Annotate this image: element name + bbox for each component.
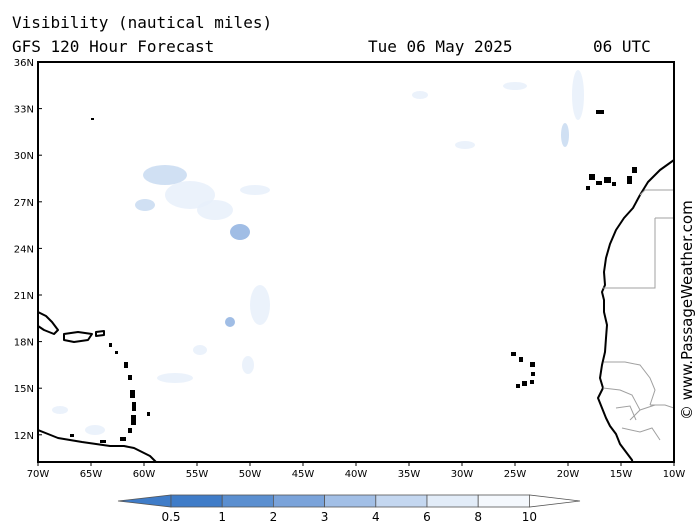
fog-patch — [85, 425, 105, 435]
legend-label: 2 — [270, 510, 278, 524]
lon-tick-label: 60W — [133, 469, 156, 480]
legend-arrow-high — [529, 494, 581, 508]
legend-swatch — [426, 494, 479, 508]
legend-swatch — [272, 494, 325, 508]
fog-patch — [157, 373, 193, 383]
africa-coast — [597, 159, 674, 462]
lon-tick-label: 15W — [610, 469, 633, 480]
country-borders — [602, 189, 674, 441]
lon-tick-label: 65W — [80, 469, 103, 480]
lon-tick-label: 55W — [186, 469, 209, 480]
legend-label: 10 — [522, 510, 537, 524]
lat-tick-label: 24N — [14, 244, 34, 255]
legend-label: 1 — [218, 510, 226, 524]
lon-tick-label: 10W — [663, 469, 686, 480]
fog-patch — [240, 185, 270, 195]
legend-label: 3 — [321, 510, 329, 524]
lat-tick-label: 12N — [14, 431, 34, 442]
lon-tick-label: 45W — [292, 469, 315, 480]
fog-patch — [193, 345, 207, 355]
lon-tick-label: 25W — [504, 469, 527, 480]
lon-tick-label: 35W — [398, 469, 421, 480]
lon-tick-label: 40W — [345, 469, 368, 480]
legend-label: 6 — [423, 510, 431, 524]
legend-swatch — [221, 494, 274, 508]
forecast-date: Tue 06 May 2025 — [368, 37, 513, 56]
lat-tick-label: 36N — [14, 58, 34, 69]
south-america-coast — [38, 429, 157, 462]
lat-tick-label: 15N — [14, 384, 34, 395]
legend-label: 0.5 — [161, 510, 180, 524]
fog-patch — [230, 224, 250, 240]
fog-patch — [143, 165, 187, 185]
fog-patch — [455, 141, 475, 149]
visibility-legend: 0.5 1 2 3 4 6 8 10 — [117, 494, 581, 524]
longitude-axis: 70W 65W 60W 55W 50W 45W 40W 35W 30W 25W 20W 15W 10W — [27, 462, 686, 480]
lat-tick-label: 18N — [14, 338, 34, 349]
map-title: Visibility (nautical miles) — [12, 13, 273, 32]
lon-tick-label: 70W — [27, 469, 50, 480]
fog-patch — [165, 181, 215, 209]
florida-tip — [38, 311, 59, 335]
lon-tick-label: 30W — [451, 469, 474, 480]
legend-swatch — [375, 494, 428, 508]
lat-tick-label: 27N — [14, 198, 34, 209]
fog-patch — [52, 406, 68, 414]
lon-tick-label: 50W — [239, 469, 262, 480]
legend-label: 8 — [474, 510, 482, 524]
forecast-subtitle: GFS 120 Hour Forecast — [12, 37, 215, 56]
island-specks — [70, 110, 637, 443]
lat-tick-label: 33N — [14, 105, 34, 116]
legend-swatch — [477, 494, 530, 508]
fog-patch — [412, 91, 428, 99]
hispaniola — [63, 331, 93, 343]
fog-patch — [561, 123, 569, 147]
forecast-time: 06 UTC — [593, 37, 651, 56]
legend-swatch — [324, 494, 377, 508]
lat-tick-label: 21N — [14, 291, 34, 302]
fog-patch — [242, 356, 254, 374]
fog-patch — [503, 82, 527, 90]
puerto-rico — [95, 330, 105, 337]
fog-patch — [572, 70, 584, 120]
legend-swatch — [170, 494, 223, 508]
latitude-axis: 36N 33N 30N 27N 24N 21N 18N 15N 12N — [14, 58, 42, 442]
fog-patch — [250, 285, 270, 325]
legend-label: 4 — [372, 510, 380, 524]
lon-tick-label: 20W — [557, 469, 580, 480]
fog-patch — [135, 199, 155, 211]
fog-patches — [52, 70, 670, 459]
fog-patch — [225, 317, 235, 327]
lat-tick-label: 30N — [14, 151, 34, 162]
fog-patch — [197, 200, 233, 220]
legend-arrow-low — [117, 494, 172, 508]
